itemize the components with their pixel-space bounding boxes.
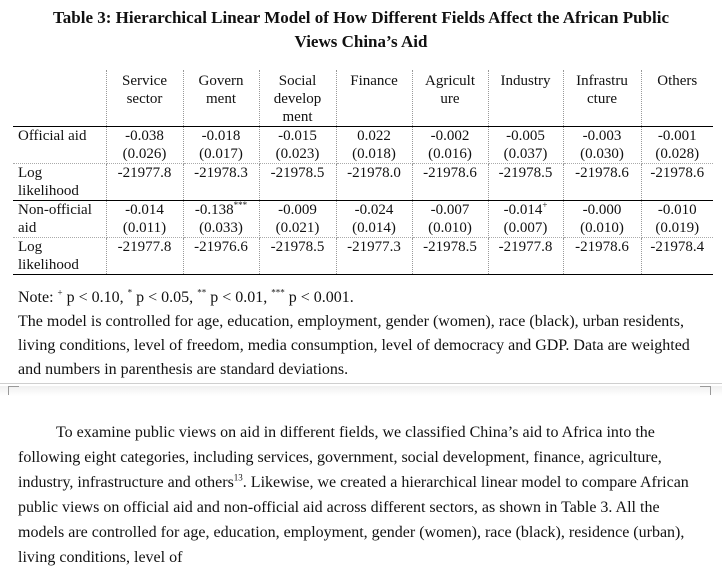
page-divider-shadow — [0, 386, 722, 396]
coef-cell: 0.022 (0.018) — [336, 126, 413, 164]
value-cell: -21978.6 — [563, 237, 642, 275]
header-cell: Others — [641, 70, 713, 127]
header-cell: Agricult ure — [412, 70, 489, 127]
header-cell — [13, 70, 107, 127]
coef-cell: -0.002 (0.016) — [412, 126, 489, 164]
row-label: Non-official aid — [13, 200, 107, 238]
margin-corner-mark — [700, 386, 711, 395]
margin-corner-mark — [8, 386, 19, 395]
table-row-log-likelihood-2: Log likelihood -21977.8 -21976.6 -21978.… — [13, 237, 713, 275]
value-cell: -21978.0 — [336, 163, 413, 201]
value-cell: -21978.4 — [641, 237, 713, 275]
control-note: The model is controlled for age, educati… — [18, 313, 690, 378]
table-row-log-likelihood-1: Log likelihood -21977.8 -21978.3 -21978.… — [13, 163, 713, 201]
significance-marker: *** — [233, 200, 248, 210]
value-cell: -21978.6 — [641, 163, 713, 201]
row-label: Log likelihood — [13, 163, 107, 201]
table-row-non-official-aid: Non-official aid -0.014 (0.011) -0.138***… — [13, 200, 713, 238]
coef-cell: -0.010 (0.019) — [641, 200, 713, 238]
header-cell: Infrastru cture — [563, 70, 642, 127]
value-cell: -21977.8 — [106, 163, 184, 201]
table-notes: Note: + p < 0.10, * p < 0.05, ** p < 0.0… — [18, 286, 708, 382]
header-cell: Finance — [336, 70, 413, 127]
value-cell: -21978.5 — [259, 237, 337, 275]
coef-cell: -0.024 (0.014) — [336, 200, 413, 238]
value-cell: -21978.6 — [412, 163, 489, 201]
value-cell: -21978.5 — [488, 163, 564, 201]
results-table: Service sector Govern ment Social develo… — [13, 70, 713, 275]
coef-cell: -0.003 (0.030) — [563, 126, 642, 164]
coef-cell: -0.138*** (0.033) — [183, 200, 260, 238]
value-cell: -21978.3 — [183, 163, 260, 201]
coef-cell: -0.009 (0.021) — [259, 200, 337, 238]
value-cell: -21978.6 — [563, 163, 642, 201]
table-row-official-aid: Official aid -0.038 (0.026) -0.018 (0.017)… — [13, 126, 713, 164]
value-cell: -21978.5 — [412, 237, 489, 275]
coef-cell: -0.001 (0.028) — [641, 126, 713, 164]
coef-cell: -0.007 (0.010) — [412, 200, 489, 238]
body-paragraph: To examine public views on aid in differ… — [18, 424, 689, 566]
value-cell: -21977.3 — [336, 237, 413, 275]
coef-cell: -0.015 (0.023) — [259, 126, 337, 164]
significance-note: Note: + p < 0.10, * p < 0.05, ** p < 0.0… — [18, 287, 354, 306]
table-title-line-1: Table 3: Hierarchical Linear Model of Ho… — [52, 8, 669, 27]
page-divider — [0, 383, 722, 384]
footnote-ref: 13 — [233, 472, 243, 483]
significance-marker: + — [542, 200, 548, 210]
value-cell: -21977.8 — [488, 237, 564, 275]
coef-cell: -0.018 (0.017) — [183, 126, 260, 164]
coef-cell: -0.000 (0.010) — [563, 200, 642, 238]
table-title-line-2: Views China’s Aid — [294, 32, 428, 51]
header-cell: Industry — [488, 70, 564, 127]
value-cell: -21978.5 — [259, 163, 337, 201]
coef-cell: -0.005 (0.037) — [488, 126, 564, 164]
header-cell: Social develop ment — [259, 70, 337, 127]
value-cell: -21976.6 — [183, 237, 260, 275]
row-label: Official aid — [13, 126, 107, 164]
coef-cell: -0.014+ (0.007) — [488, 200, 564, 238]
value-cell: -21977.8 — [106, 237, 184, 275]
header-row: Service sector Govern ment Social develo… — [13, 70, 713, 127]
header-cell: Service sector — [106, 70, 184, 127]
table-title: Table 3: Hierarchical Linear Model of Ho… — [0, 6, 722, 54]
coef-cell: -0.014 (0.011) — [106, 200, 184, 238]
row-label: Log likelihood — [13, 237, 107, 275]
coef-cell: -0.038 (0.026) — [106, 126, 184, 164]
header-cell: Govern ment — [183, 70, 260, 127]
